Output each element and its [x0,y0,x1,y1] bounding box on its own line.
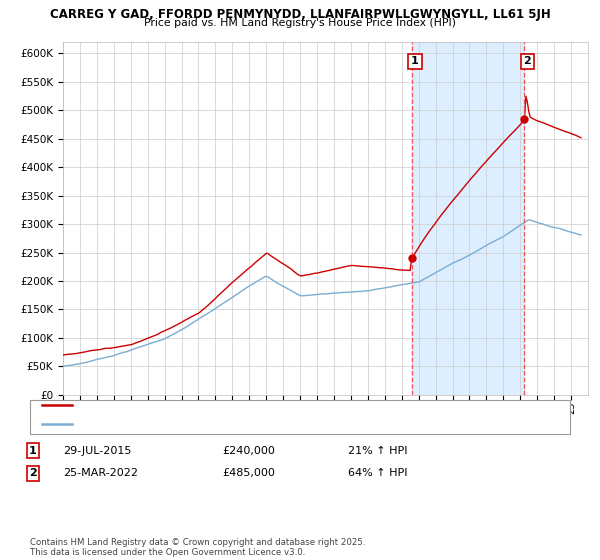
Text: 64% ↑ HPI: 64% ↑ HPI [348,468,407,478]
Text: 2: 2 [29,468,37,478]
Text: CARREG Y GAD, FFORDD PENMYNYDD, LLANFAIRPWLLGWYNGYLL, LL61 5JH (detached house): CARREG Y GAD, FFORDD PENMYNYDD, LLANFAIR… [78,400,521,409]
Text: CARREG Y GAD, FFORDD PENMYNYDD, LLANFAIRPWLLGWYNGYLL, LL61 5JH: CARREG Y GAD, FFORDD PENMYNYDD, LLANFAIR… [50,8,550,21]
Text: HPI: Average price, detached house, Isle of Anglesey: HPI: Average price, detached house, Isle… [78,419,329,428]
Text: £240,000: £240,000 [222,446,275,456]
Text: 29-JUL-2015: 29-JUL-2015 [63,446,131,456]
Text: 21% ↑ HPI: 21% ↑ HPI [348,446,407,456]
Text: Contains HM Land Registry data © Crown copyright and database right 2025.
This d: Contains HM Land Registry data © Crown c… [30,538,365,557]
Text: 1: 1 [29,446,37,456]
Text: £485,000: £485,000 [222,468,275,478]
Text: 2: 2 [523,57,531,67]
Text: 25-MAR-2022: 25-MAR-2022 [63,468,138,478]
Text: 1: 1 [411,57,419,67]
Bar [412,42,524,395]
Text: Price paid vs. HM Land Registry's House Price Index (HPI): Price paid vs. HM Land Registry's House … [144,18,456,29]
